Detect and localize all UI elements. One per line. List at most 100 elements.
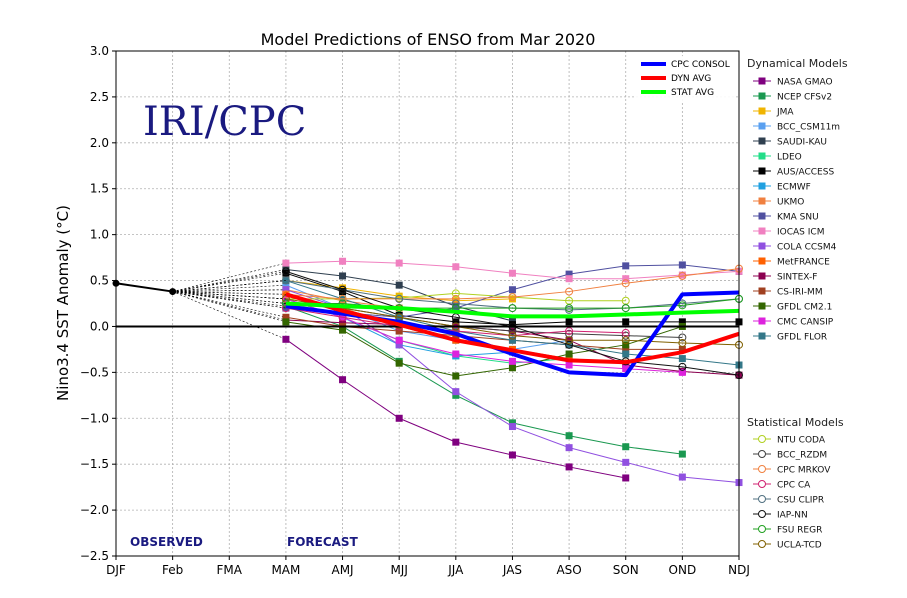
statistical-legend-marker — [758, 435, 766, 443]
observed-connector — [172, 291, 286, 323]
dynamical-legend-marker — [758, 122, 766, 130]
consensus-layer — [285, 290, 740, 378]
series-marker — [565, 340, 574, 349]
dynamical-legend-marker — [758, 182, 766, 190]
x-tick-label: AMJ — [331, 563, 353, 577]
series-marker — [565, 463, 573, 471]
dynamical-legend-marker — [758, 257, 766, 265]
dynamical-legend-marker — [758, 212, 766, 220]
series-marker — [339, 319, 347, 327]
observed-layer — [112, 279, 177, 296]
x-tick-label: SON — [613, 563, 639, 577]
consensus-legend-label: CPC CONSOL — [671, 60, 730, 70]
dynamical-legend-label: NCEP CFSv2 — [777, 93, 832, 103]
lines-layer — [172, 257, 743, 487]
dynamical-legend-marker — [758, 197, 766, 205]
observed-connector — [172, 280, 286, 292]
forecast-label: FORECAST — [287, 535, 359, 549]
series-marker — [338, 285, 347, 294]
statistical-legend-label: IAP-NN — [777, 511, 808, 521]
series-marker — [282, 286, 290, 294]
series-marker — [678, 368, 686, 376]
series-marker — [622, 458, 630, 466]
dynamical-legend-label: NASA GMAO — [777, 78, 833, 88]
dynamical-legend-label: UKMO — [777, 198, 804, 208]
series-marker — [395, 259, 403, 267]
observed-connector — [172, 291, 286, 321]
series-marker — [678, 318, 686, 326]
y-tick-label: 3.0 — [90, 44, 109, 58]
consensus-legend-label: STAT AVG — [671, 88, 714, 98]
series-marker — [339, 376, 347, 384]
series-marker — [339, 326, 347, 334]
series-marker — [508, 451, 516, 459]
series-marker — [621, 304, 630, 313]
dynamical-legend-label: CMC CANSIP — [777, 318, 834, 328]
y-tick-label: 2.5 — [90, 90, 109, 104]
series-marker — [508, 293, 517, 302]
side-legend: Dynamical Models NASA GMAO NCEP CFSv2 JMA BC… — [747, 57, 848, 551]
observed-line — [115, 282, 173, 293]
dynamical-legend-marker — [758, 272, 766, 280]
dynamical-legend-label: GFDL FLOR — [777, 333, 827, 343]
series-marker — [338, 294, 347, 303]
y-tick-label: 1.5 — [90, 182, 109, 196]
series-marker — [678, 473, 686, 481]
series-marker — [622, 474, 630, 482]
series-marker — [282, 335, 290, 343]
dynamical-legend-label: MetFRANCE — [777, 258, 830, 268]
series-marker — [508, 357, 516, 365]
series-marker — [339, 288, 347, 296]
statistical-legend-marker — [758, 540, 766, 548]
dynamical-legend-title: Dynamical Models — [747, 57, 848, 70]
series-marker — [565, 432, 573, 440]
series-marker — [281, 276, 290, 285]
plot-frame — [115, 50, 740, 557]
series-nasa-gmao — [172, 291, 630, 482]
statistical-legend-marker — [758, 495, 766, 503]
dynamical-legend-label: SINTEX-F — [777, 273, 817, 283]
series-marker — [339, 272, 347, 280]
dynamical-legend-label: SAUDI-KAU — [777, 138, 827, 148]
series-marker — [678, 345, 686, 353]
series-marker — [565, 318, 573, 326]
consensus-legend-label: DYN AVG — [671, 74, 711, 84]
x-tick-label: JAS — [502, 563, 522, 577]
dynamical-legend-marker — [758, 227, 766, 235]
series-marker — [395, 292, 403, 300]
dynamical-legend-marker — [758, 332, 766, 340]
series-marker — [565, 270, 573, 278]
series-marker — [395, 359, 403, 367]
series-marker — [565, 327, 574, 336]
series-marker — [395, 327, 403, 335]
series-marker — [622, 365, 630, 373]
series-marker — [395, 341, 403, 349]
dynamical-legend-marker — [758, 287, 766, 295]
series-marker — [395, 281, 403, 289]
series-marker — [565, 329, 574, 338]
series-marker — [282, 269, 290, 277]
statistical-legend-label: BCC_RZDM — [777, 451, 827, 461]
statistical-legend-label: UCLA-TCD — [777, 541, 822, 551]
dynamical-legend-label: BCC_CSM11m — [777, 123, 840, 133]
statistical-legend-label: CPC CA — [777, 481, 811, 491]
series-marker — [622, 318, 630, 326]
observed-point — [169, 288, 177, 296]
y-tick-label: 2.0 — [90, 136, 109, 150]
x-tick-label: ASO — [556, 563, 581, 577]
y-tick-label: −0.5 — [80, 365, 109, 379]
series-marker — [678, 271, 687, 280]
series-line — [285, 307, 626, 337]
observed-connector — [172, 269, 286, 292]
dynamical-legend-marker — [758, 107, 766, 115]
series-marker — [565, 444, 573, 452]
dynamical-legend-label: ECMWF — [777, 183, 811, 193]
dynamical-legend-marker — [758, 137, 766, 145]
consensus-legend: CPC CONSOL DYN AVG STAT AVG — [636, 56, 736, 102]
y-tick-label: −1.5 — [80, 457, 109, 471]
series-marker — [565, 361, 573, 369]
series-marker — [621, 331, 630, 340]
series-marker — [282, 259, 290, 267]
consensus-line-stat-avg — [285, 301, 740, 319]
